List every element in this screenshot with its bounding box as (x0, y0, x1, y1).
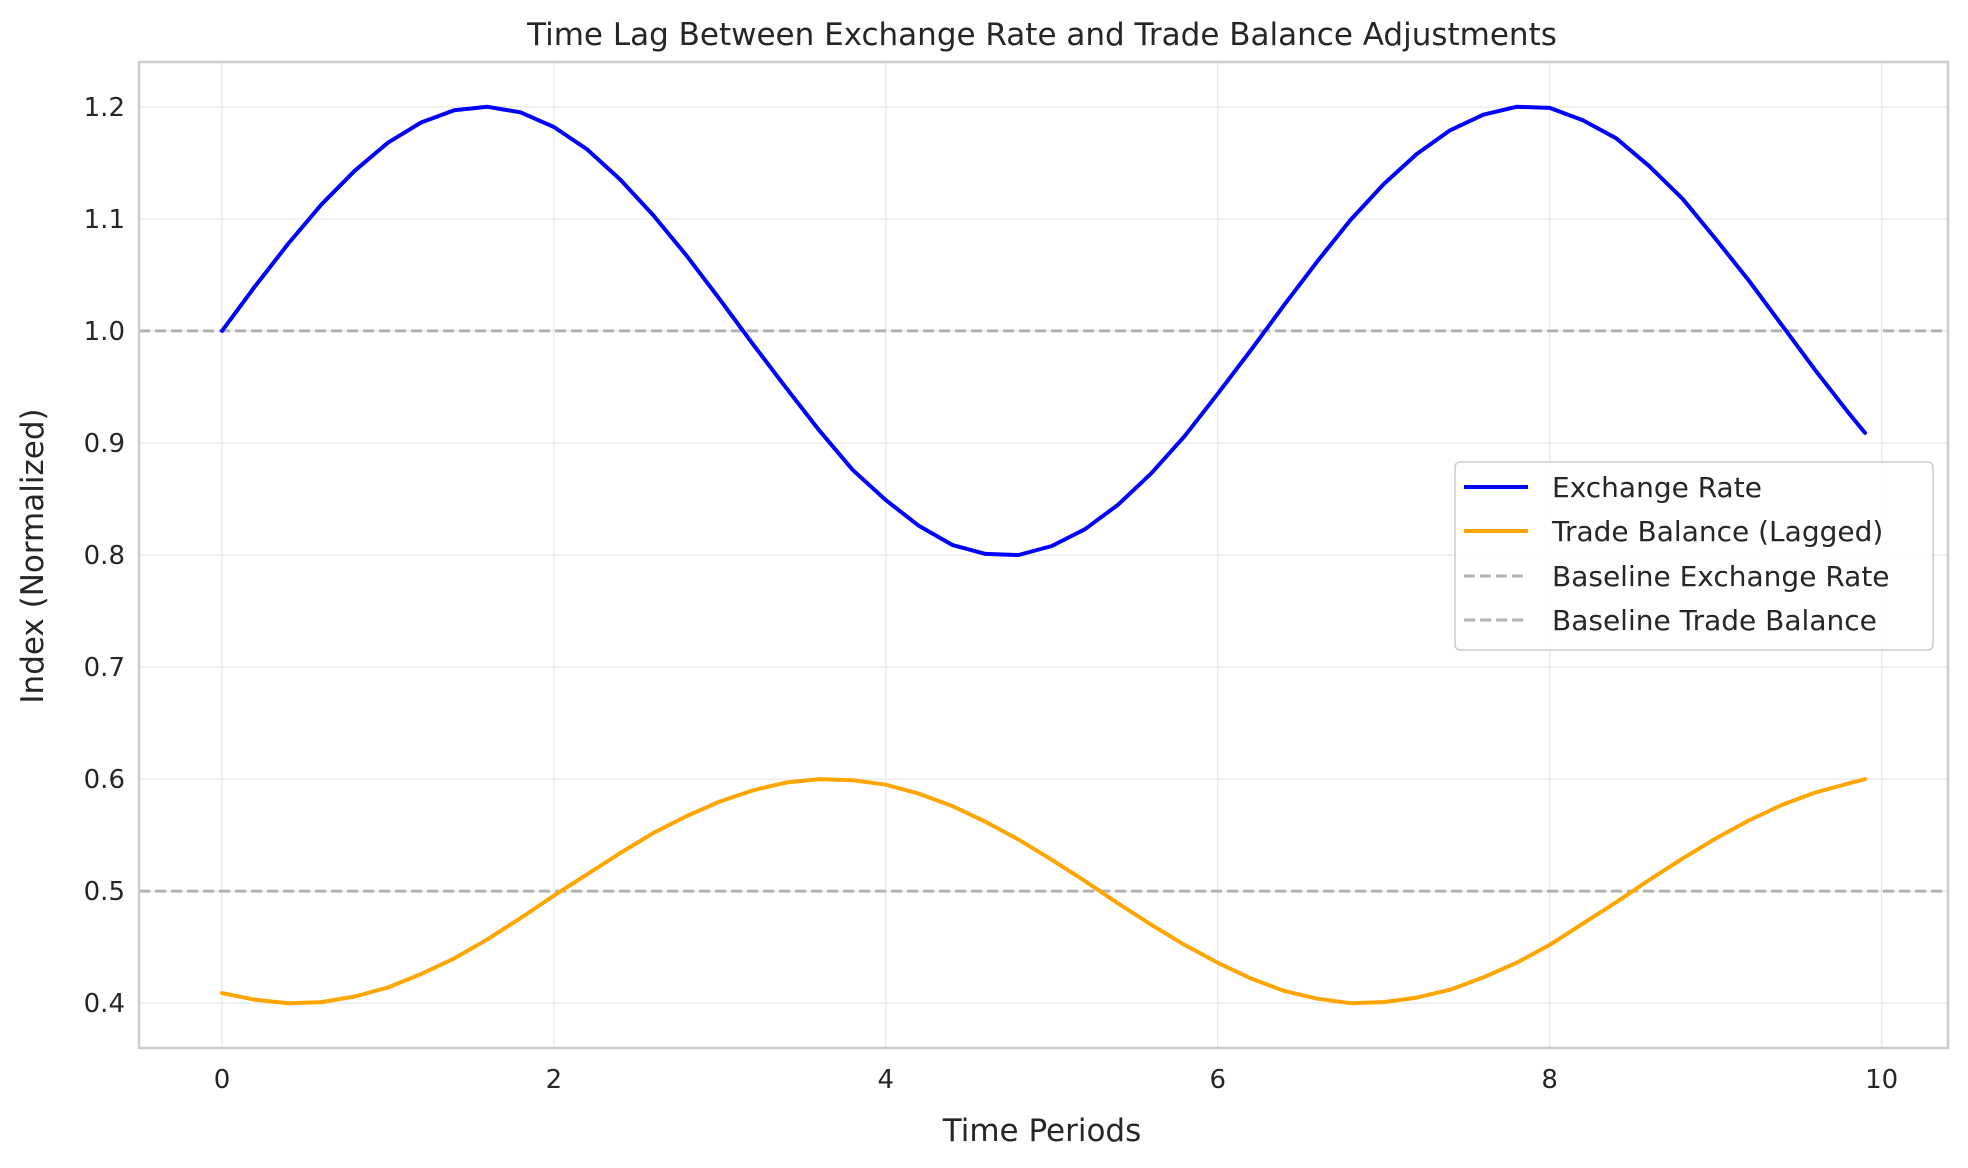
plot-frame (137, 60, 1950, 1050)
x-tick-label-4: 8 (1541, 1065, 1558, 1095)
baseline-lines (139, 329, 1948, 893)
x-tick-label-2: 4 (878, 1065, 895, 1095)
chart-title: Time Lag Between Exchange Rate and Trade… (526, 17, 1557, 53)
y-tick-label-6: 1.0 (84, 317, 125, 347)
x-tick-labels: 0 2 4 6 8 10 (214, 1065, 1898, 1095)
legend: Exchange Rate Trade Balance (Lagged) Bas… (1454, 461, 1934, 651)
series-lines (220, 104, 1867, 1006)
y-tick-label-2: 0.6 (84, 765, 125, 795)
y-tick-label-8: 1.2 (84, 93, 125, 123)
y-tick-label-4: 0.8 (84, 541, 125, 571)
y-tick-label-7: 1.1 (84, 205, 125, 235)
x-tick-label-5: 10 (1865, 1065, 1898, 1095)
y-axis-label: Index (Normalized) (15, 408, 51, 703)
x-tick-label-0: 0 (214, 1065, 231, 1095)
y-tick-labels: 0.4 0.5 0.6 0.7 0.8 0.9 1.0 1.1 1.2 (84, 93, 125, 1019)
y-tick-label-5: 0.9 (84, 429, 125, 459)
legend-label-baseline-exchange-rate: Baseline Exchange Rate (1552, 560, 1890, 593)
legend-box (1454, 461, 1934, 651)
legend-label-exchange-rate: Exchange Rate (1552, 471, 1762, 504)
y-tick-label-3: 0.7 (84, 653, 125, 683)
legend-label-trade-balance: Trade Balance (Lagged) (1551, 515, 1883, 548)
x-tick-label-1: 2 (546, 1065, 563, 1095)
x-tick-label-3: 6 (1209, 1065, 1226, 1095)
y-tick-label-0: 0.4 (84, 989, 125, 1019)
legend-label-baseline-trade-balance: Baseline Trade Balance (1552, 604, 1877, 637)
trade-balance-lagged-line (220, 777, 1867, 1006)
x-axis-label: Time Periods (942, 1113, 1142, 1149)
y-tick-label-1: 0.5 (84, 877, 125, 907)
exchange-rate-line (220, 104, 1867, 557)
